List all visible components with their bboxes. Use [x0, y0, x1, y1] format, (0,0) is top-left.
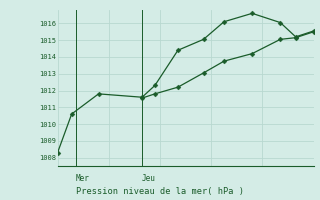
Text: Pression niveau de la mer( hPa ): Pression niveau de la mer( hPa ) — [76, 187, 244, 196]
Text: Jeu: Jeu — [142, 174, 156, 183]
Text: Mer: Mer — [76, 174, 89, 183]
